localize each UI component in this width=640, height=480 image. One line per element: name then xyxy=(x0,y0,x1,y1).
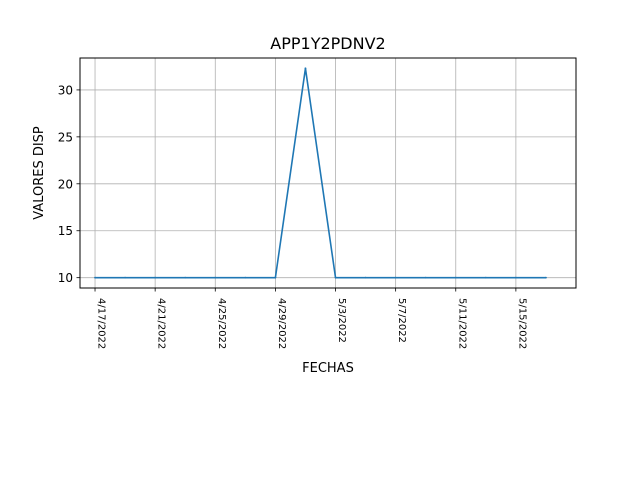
data-point xyxy=(514,276,517,279)
data-point xyxy=(424,276,427,279)
chart-title: APP1Y2PDNV2 xyxy=(270,34,385,53)
data-point xyxy=(214,276,217,279)
data-point xyxy=(364,276,367,279)
grid xyxy=(80,58,576,288)
series-line xyxy=(95,67,546,279)
data-point xyxy=(334,276,337,279)
x-tick-label: 5/7/2022 xyxy=(396,298,407,343)
x-tick-label: 4/25/2022 xyxy=(216,298,227,349)
y-tick-label: 10 xyxy=(58,271,73,285)
data-point xyxy=(94,276,96,279)
y-tick-label: 20 xyxy=(58,177,73,191)
series-group xyxy=(94,67,547,279)
plot-frame xyxy=(79,57,577,289)
x-tick-label: 4/21/2022 xyxy=(156,298,167,349)
data-point xyxy=(274,276,277,279)
x-tick-label: 4/29/2022 xyxy=(276,298,287,349)
data-point xyxy=(545,276,547,279)
data-point xyxy=(244,276,247,279)
data-point xyxy=(184,276,187,279)
y-axis-label: VALORES DISP xyxy=(32,126,47,220)
x-tick-label: 4/17/2022 xyxy=(96,298,107,349)
data-point xyxy=(124,276,126,279)
x-tick-label: 5/15/2022 xyxy=(516,298,527,349)
y-axis: 10 15 20 25 30 xyxy=(58,83,80,285)
x-axis-label: FECHAS xyxy=(302,361,354,376)
data-point xyxy=(154,276,157,279)
y-tick-label: 15 xyxy=(58,224,73,238)
y-tick-label: 30 xyxy=(58,83,73,97)
x-axis: 4/17/2022 4/21/2022 4/25/2022 4/29/2022 5/3/… xyxy=(94,288,527,349)
data-point xyxy=(394,276,397,279)
data-point xyxy=(454,276,457,279)
x-tick-label: 5/11/2022 xyxy=(456,298,467,349)
data-point xyxy=(484,276,487,279)
y-tick-label: 25 xyxy=(58,130,73,144)
x-tick-label: 5/3/2022 xyxy=(336,298,347,343)
data-point xyxy=(304,67,307,70)
